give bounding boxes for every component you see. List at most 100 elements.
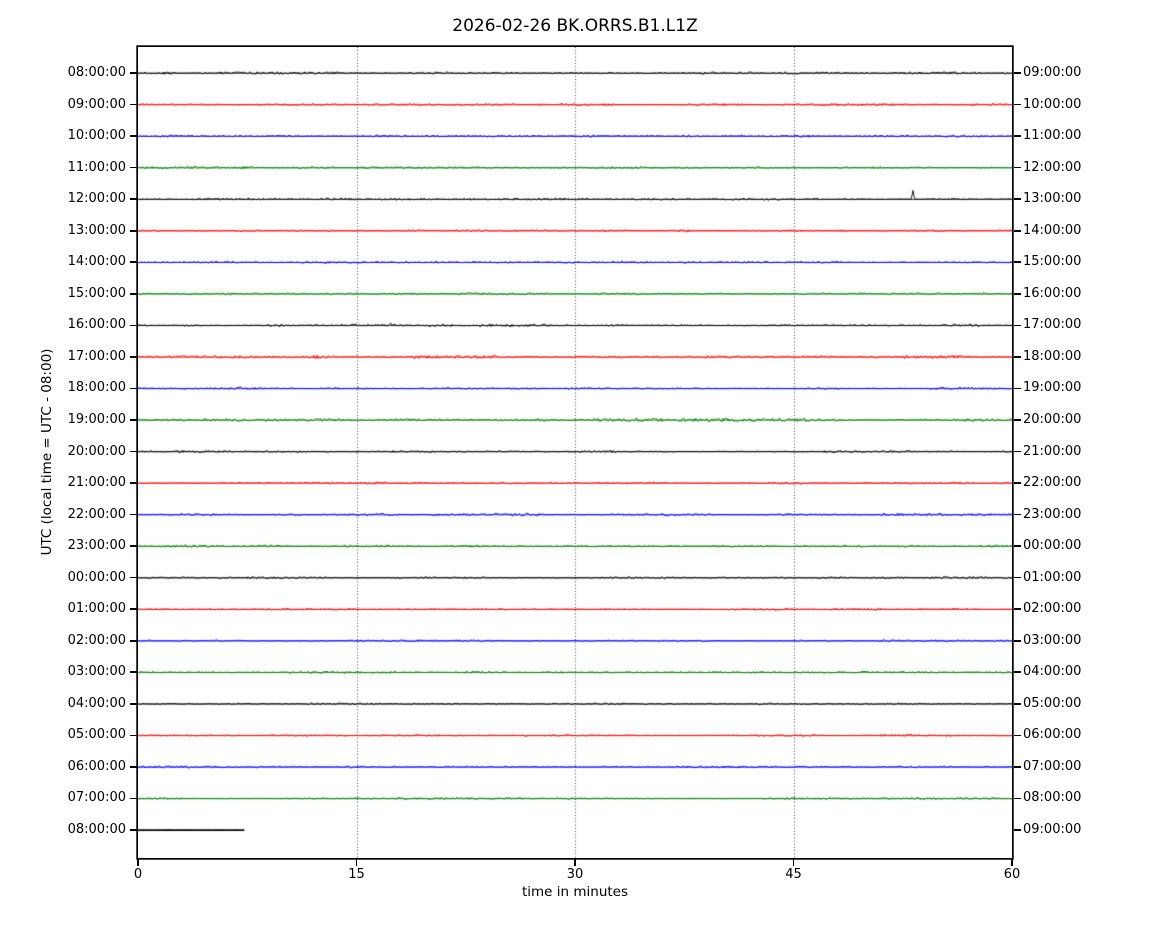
y-tick-right — [1013, 356, 1021, 358]
utc-time-label: 16:00:00 — [67, 317, 126, 333]
y-tick-right — [1013, 608, 1021, 610]
utc-time-label: 11:00:00 — [67, 159, 126, 175]
y-tick-right — [1013, 734, 1021, 737]
y-tick-left — [129, 829, 137, 831]
y-tick-right — [1013, 324, 1021, 327]
y-tick-left — [129, 229, 137, 232]
local-time-label: 09:00:00 — [1023, 65, 1082, 80]
y-tick-right — [1013, 261, 1021, 264]
y-tick-right — [1013, 482, 1021, 484]
y-tick-right — [1013, 766, 1021, 768]
chart-title: 2026-02-26 BK.ORRS.B1.L1Z — [452, 16, 698, 36]
y-tick-right — [1013, 419, 1021, 421]
utc-time-label: 01:00:00 — [67, 601, 126, 617]
y-tick-right — [1013, 639, 1021, 642]
utc-time-label: 13:00:00 — [67, 222, 126, 238]
y-tick-left — [129, 72, 137, 74]
y-tick-left — [129, 450, 137, 453]
local-time-label: 01:00:00 — [1023, 569, 1082, 585]
y-tick-left — [129, 356, 137, 358]
y-tick-left — [129, 324, 137, 327]
y-tick-left — [129, 419, 137, 421]
local-time-label: 13:00:00 — [1023, 191, 1082, 207]
local-time-label: 05:00:00 — [1023, 695, 1082, 711]
y-tick-right — [1013, 292, 1021, 295]
x-tick-label: 45 — [785, 867, 802, 882]
plot-area — [138, 47, 1012, 858]
y-tick-left — [129, 166, 137, 169]
utc-time-label: 09:00:00 — [67, 96, 126, 112]
y-tick-left — [129, 576, 137, 579]
x-tick-label: 60 — [1003, 867, 1021, 882]
local-time-label: 21:00:00 — [1023, 443, 1082, 459]
y-tick-left — [129, 797, 137, 800]
utc-time-label: 22:00:00 — [67, 506, 126, 522]
local-time-label: 10:00:00 — [1023, 96, 1082, 112]
utc-time-label: 23:00:00 — [67, 538, 126, 554]
utc-time-label: 07:00:00 — [67, 790, 126, 806]
y-tick-left — [129, 608, 137, 610]
y-tick-left — [129, 482, 137, 484]
y-tick-right — [1013, 671, 1021, 674]
local-time-label: 02:00:00 — [1023, 601, 1082, 617]
utc-time-label: 15:00:00 — [67, 285, 126, 301]
y-tick-right — [1013, 576, 1021, 579]
local-time-label: 06:00:00 — [1023, 727, 1082, 743]
x-tick — [574, 859, 576, 866]
y-tick-right — [1013, 513, 1021, 516]
y-tick-right — [1013, 198, 1021, 200]
x-tick — [355, 859, 358, 866]
local-time-label: 07:00:00 — [1023, 758, 1082, 774]
utc-time-label: 18:00:00 — [67, 380, 126, 396]
x-tick — [137, 859, 139, 866]
local-time-label: 17:00:00 — [1023, 317, 1082, 333]
x-tick-label: 30 — [566, 867, 584, 882]
y-tick-right — [1013, 166, 1021, 169]
y-tick-right — [1013, 829, 1021, 831]
y-tick-left — [129, 198, 137, 200]
utc-time-label: 21:00:00 — [67, 475, 126, 491]
utc-time-label: 10:00:00 — [67, 128, 126, 144]
local-time-label: 15:00:00 — [1023, 254, 1082, 270]
utc-time-label: 00:00:00 — [67, 569, 126, 585]
local-time-label: 23:00:00 — [1023, 506, 1082, 522]
utc-time-label: 20:00:00 — [67, 443, 126, 459]
y-tick-right — [1013, 229, 1021, 232]
local-time-label: 19:00:00 — [1023, 380, 1082, 396]
x-tick-label: 0 — [133, 867, 143, 882]
y-axis-label: UTC (local time = UTC - 08:00) — [39, 348, 55, 556]
x-tick-label: 15 — [348, 867, 365, 882]
utc-time-label: 08:00:00 — [67, 65, 126, 80]
local-time-label: 18:00:00 — [1023, 348, 1082, 364]
x-tick — [1011, 859, 1013, 866]
local-time-label: 08:00:00 — [1023, 790, 1082, 806]
y-tick-left — [129, 734, 137, 737]
local-time-label: 12:00:00 — [1023, 159, 1082, 175]
y-tick-right — [1013, 103, 1021, 106]
y-tick-left — [129, 261, 137, 264]
local-time-label: 03:00:00 — [1023, 632, 1082, 648]
utc-time-label: 12:00:00 — [67, 191, 126, 207]
utc-time-label: 08:00:00 — [67, 822, 126, 837]
local-time-label: 11:00:00 — [1023, 128, 1082, 144]
y-tick-right — [1013, 72, 1021, 74]
y-tick-right — [1013, 450, 1021, 453]
y-tick-left — [129, 639, 137, 642]
utc-time-label: 03:00:00 — [67, 664, 126, 680]
local-time-label: 00:00:00 — [1023, 538, 1082, 554]
local-time-label: 16:00:00 — [1023, 285, 1082, 301]
utc-time-label: 05:00:00 — [67, 727, 126, 743]
x-tick — [792, 859, 795, 866]
y-tick-left — [129, 703, 137, 705]
y-tick-left — [129, 545, 137, 547]
utc-time-label: 14:00:00 — [67, 254, 126, 270]
y-tick-left — [129, 766, 137, 768]
y-tick-left — [129, 513, 137, 516]
y-tick-left — [129, 387, 137, 390]
x-axis-label: time in minutes — [521, 884, 629, 900]
y-tick-right — [1013, 797, 1021, 800]
y-tick-right — [1013, 545, 1021, 547]
y-tick-right — [1013, 387, 1021, 390]
utc-time-label: 17:00:00 — [67, 348, 126, 364]
